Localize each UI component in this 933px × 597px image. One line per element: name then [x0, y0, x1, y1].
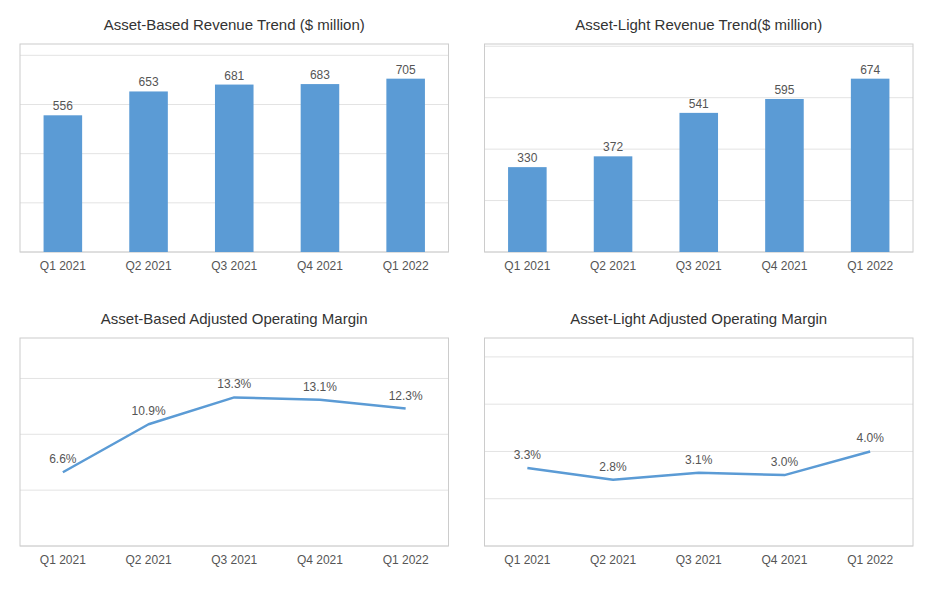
chart-title: Asset-Based Revenue Trend ($ million) — [104, 16, 365, 33]
plot-frame — [485, 44, 914, 252]
data-label: 681 — [224, 69, 244, 83]
data-label: 6.6% — [49, 452, 77, 466]
x-tick-label: Q4 2021 — [297, 553, 343, 567]
x-tick-label: Q1 2021 — [504, 259, 550, 273]
panel: Asset-Light Revenue Trend($ million) Q1 2… — [485, 16, 914, 273]
data-label: 541 — [689, 97, 709, 111]
data-label: 705 — [396, 63, 416, 77]
data-label: 595 — [774, 83, 794, 97]
x-tick-label: Q2 2021 — [126, 259, 172, 273]
grid-line — [20, 55, 449, 56]
grid-line — [485, 356, 914, 357]
bar — [508, 167, 547, 252]
x-tick-label: Q1 2022 — [383, 553, 429, 567]
x-tick-label: Q2 2021 — [126, 553, 172, 567]
x-tick-label: Q3 2021 — [676, 259, 722, 273]
panel: Asset-Light Adjusted Operating Margin Q1 … — [485, 310, 914, 567]
data-label: 12.3% — [389, 389, 423, 403]
chart-container: Asset-Based Revenue Trend ($ million) Q1 … — [0, 0, 933, 597]
bar — [301, 84, 340, 252]
data-label: 4.0% — [856, 431, 884, 445]
panel: Asset-Based Revenue Trend ($ million) Q1 … — [20, 16, 449, 273]
chart-title: Asset-Light Revenue Trend($ million) — [575, 16, 822, 33]
data-label: 3.3% — [514, 448, 542, 462]
bar — [215, 85, 254, 252]
grid-line — [20, 434, 449, 435]
marks — [508, 79, 889, 252]
bar — [679, 113, 718, 252]
bar — [386, 79, 425, 252]
data-label: 330 — [517, 151, 537, 165]
plot-frame — [20, 338, 449, 546]
bar — [851, 79, 890, 252]
data-label: 674 — [860, 63, 880, 77]
grid-line — [485, 46, 914, 47]
x-tick-label: Q1 2022 — [847, 259, 893, 273]
bar — [129, 91, 168, 252]
x-tick-label: Q3 2021 — [676, 553, 722, 567]
grid-line — [485, 404, 914, 405]
chart-title: Asset-Light Adjusted Operating Margin — [570, 310, 827, 327]
bar — [765, 99, 804, 252]
x-tick-label: Q2 2021 — [590, 259, 636, 273]
x-tick-label: Q1 2021 — [504, 553, 550, 567]
data-label: 3.0% — [771, 455, 799, 469]
x-tick-label: Q4 2021 — [297, 259, 343, 273]
x-tick-label: Q1 2021 — [40, 553, 86, 567]
line — [63, 397, 406, 472]
marks — [527, 451, 870, 479]
panel: Asset-Based Adjusted Operating Margin Q1 … — [20, 310, 449, 567]
marks — [44, 79, 425, 252]
x-tick-label: Q1 2021 — [40, 259, 86, 273]
marks — [63, 397, 406, 472]
plot-frame — [20, 44, 449, 252]
data-label: 653 — [139, 75, 159, 89]
x-tick-label: Q3 2021 — [211, 553, 257, 567]
x-tick-label: Q1 2022 — [847, 553, 893, 567]
x-tick-label: Q2 2021 — [590, 553, 636, 567]
data-label: 3.1% — [685, 453, 713, 467]
x-tick-label: Q4 2021 — [761, 259, 807, 273]
plot-frame — [485, 338, 914, 546]
x-tick-label: Q4 2021 — [761, 553, 807, 567]
chart-svg: Asset-Based Revenue Trend ($ million) Q1 … — [0, 0, 933, 597]
data-label: 13.1% — [303, 380, 337, 394]
x-tick-label: Q1 2022 — [383, 259, 429, 273]
bar — [594, 156, 633, 252]
data-label: 556 — [53, 99, 73, 113]
bar — [44, 115, 83, 252]
data-label: 683 — [310, 68, 330, 82]
grid-line — [485, 498, 914, 499]
data-label: 10.9% — [132, 404, 166, 418]
x-tick-label: Q3 2021 — [211, 259, 257, 273]
data-label: 372 — [603, 140, 623, 154]
grid-line — [20, 490, 449, 491]
data-label: 13.3% — [217, 377, 251, 391]
chart-title: Asset-Based Adjusted Operating Margin — [101, 310, 368, 327]
data-label: 2.8% — [599, 460, 627, 474]
line — [527, 451, 870, 479]
